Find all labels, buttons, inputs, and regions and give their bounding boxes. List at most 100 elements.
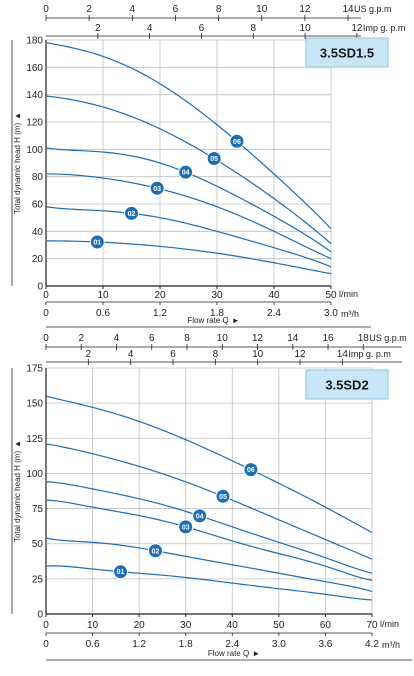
x-tick-label: 60 bbox=[320, 620, 332, 631]
impgpm-tick-label: 4 bbox=[147, 23, 153, 34]
usgpm-tick-label: 12 bbox=[252, 333, 264, 344]
y-tick-label: 60 bbox=[32, 200, 44, 211]
y-tick-label: 0 bbox=[37, 610, 43, 621]
y-tick-label: 160 bbox=[26, 63, 43, 74]
usgpm-tick-label: 2 bbox=[86, 4, 92, 15]
usgpm-tick-label: 16 bbox=[322, 333, 334, 344]
x-axis-title: Flow rate Q ► bbox=[187, 316, 239, 325]
curve-marker-01 bbox=[89, 234, 105, 250]
m3h-unit-label: m³/h bbox=[382, 640, 400, 650]
usgpm-unit-label: US g.p.m bbox=[369, 333, 407, 343]
usgpm-tick-label: 10 bbox=[256, 4, 268, 15]
usgpm-tick-label: 4 bbox=[130, 4, 136, 15]
usgpm-tick-label: 8 bbox=[184, 333, 190, 344]
impgpm-tick-label: 14 bbox=[337, 349, 349, 360]
usgpm-tick-label: 18 bbox=[358, 333, 370, 344]
impgpm-tick-label: 6 bbox=[170, 349, 176, 360]
model-badge bbox=[305, 369, 389, 400]
y-axis-title-text: Total dynamic head H (m) bbox=[13, 123, 22, 214]
impgpm-tick-label: 12 bbox=[351, 23, 363, 34]
usgpm-unit-label: US g.p.m bbox=[354, 4, 392, 14]
pump-curve-06 bbox=[45, 395, 373, 533]
y-tick-label: 20 bbox=[32, 254, 44, 265]
y-tick-label: 0 bbox=[37, 282, 43, 293]
m3h-tick-label: 3.0 bbox=[324, 308, 338, 319]
m3h-tick-label: 1.8 bbox=[210, 308, 224, 319]
y-axis-title: Total dynamic head H (m) ▲ bbox=[13, 440, 22, 542]
y-tick-label: 100 bbox=[26, 145, 43, 156]
curve-marker-01 bbox=[113, 564, 129, 580]
curve-marker-03 bbox=[178, 519, 194, 535]
m3h-tick-label: 1.2 bbox=[153, 308, 167, 319]
x-tick-label: 20 bbox=[134, 620, 146, 631]
curve-marker-label: 04 bbox=[196, 513, 204, 520]
model-badge bbox=[305, 37, 389, 68]
x-axis-title-text: Flow rate Q bbox=[187, 316, 228, 325]
y-tick-label: 175 bbox=[26, 364, 43, 375]
curve-marker-label: 01 bbox=[93, 239, 101, 246]
m3h-tick-label: 3.6 bbox=[318, 639, 332, 650]
curve-marker-label: 05 bbox=[219, 494, 227, 501]
pump-curve-04 bbox=[45, 147, 332, 253]
curve-marker-05 bbox=[215, 488, 231, 504]
x-tick-label: 0 bbox=[43, 290, 49, 301]
curve-marker-label: 06 bbox=[233, 139, 241, 146]
impgpm-tick-label: 2 bbox=[95, 23, 101, 34]
pump-curve-06 bbox=[45, 42, 332, 230]
impgpm-unit-label: Imp g. p.m bbox=[363, 23, 406, 33]
x-tick-label: 50 bbox=[273, 620, 285, 631]
curve-marker-02 bbox=[147, 543, 163, 559]
usgpm-tick-label: 0 bbox=[43, 4, 49, 15]
curve-marker-label: 03 bbox=[153, 186, 161, 193]
y-tick-label: 50 bbox=[32, 539, 44, 550]
m3h-tick-label: 4.2 bbox=[365, 639, 379, 650]
curve-marker-label: 06 bbox=[247, 467, 255, 474]
y-axis-title: Total dynamic head H (m) ▲ bbox=[13, 112, 22, 214]
x-tick-label: 30 bbox=[180, 620, 192, 631]
m3h-tick-label: 0.6 bbox=[86, 639, 100, 650]
m3h-tick-label: 1.8 bbox=[179, 639, 193, 650]
pump-curve-04 bbox=[45, 481, 373, 574]
curve-marker-label: 05 bbox=[210, 156, 218, 163]
impgpm-tick-label: 2 bbox=[86, 349, 92, 360]
m3h-tick-label: 2.4 bbox=[225, 639, 239, 650]
usgpm-tick-label: 6 bbox=[149, 333, 155, 344]
curve-marker-04 bbox=[192, 508, 208, 524]
impgpm-tick-label: 12 bbox=[294, 349, 306, 360]
y-tick-label: 125 bbox=[26, 434, 43, 445]
curve-marker-05 bbox=[206, 151, 222, 167]
x-tick-label: 40 bbox=[227, 620, 239, 631]
m3h-unit-label: m³/h bbox=[341, 309, 359, 319]
x-tick-label: 20 bbox=[154, 290, 166, 301]
pump-curve-01 bbox=[45, 565, 373, 601]
impgpm-tick-label: 8 bbox=[213, 349, 219, 360]
impgpm-unit-label: Imp g. p.m bbox=[348, 349, 391, 359]
m3h-tick-label: 3.0 bbox=[272, 639, 286, 650]
usgpm-tick-label: 14 bbox=[287, 333, 299, 344]
curve-marker-03 bbox=[149, 180, 165, 196]
impgpm-tick-label: 10 bbox=[252, 349, 264, 360]
impgpm-tick-label: 8 bbox=[250, 23, 256, 34]
x-tick-label: 40 bbox=[268, 290, 280, 301]
pump-curve-05 bbox=[45, 443, 373, 560]
y-tick-label: 80 bbox=[32, 172, 44, 183]
x-axis-title-text: Flow rate Q bbox=[208, 649, 249, 658]
impgpm-tick-label: 6 bbox=[199, 23, 205, 34]
curve-marker-06 bbox=[243, 462, 259, 478]
usgpm-tick-label: 12 bbox=[299, 4, 311, 15]
pump-curve-05 bbox=[45, 95, 332, 245]
curve-marker-label: 02 bbox=[128, 211, 136, 218]
pump-curve-03 bbox=[45, 173, 332, 260]
usgpm-tick-label: 14 bbox=[342, 4, 354, 15]
y-axis-arrow: ▲ bbox=[13, 112, 22, 120]
x-tick-label: 0 bbox=[43, 620, 49, 631]
usgpm-tick-label: 2 bbox=[78, 333, 84, 344]
curve-marker-label: 02 bbox=[152, 548, 160, 555]
impgpm-tick-label: 4 bbox=[128, 349, 134, 360]
y-axis-title-text: Total dynamic head H (m) bbox=[13, 451, 22, 542]
usgpm-tick-label: 0 bbox=[43, 333, 49, 344]
